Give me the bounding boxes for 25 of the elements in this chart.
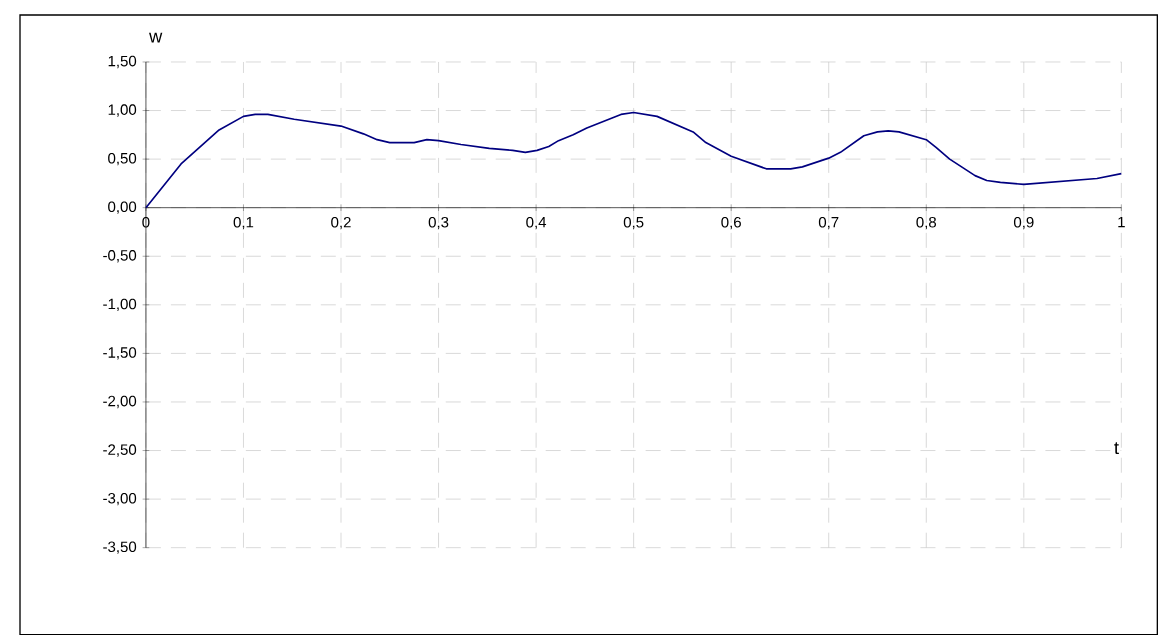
y-tick-label: -2,00 [103,395,137,409]
line-series [145,111,1123,209]
x-tick-label: 1 [1118,216,1125,228]
y-tick-label: -1,00 [103,298,137,311]
x-tick-label: 0,3 [428,216,449,230]
y-tick-label: 1,50 [108,55,137,69]
x-axis-title: t [1114,441,1119,454]
y-tick-label: -3,00 [103,492,137,506]
y-tick-label: -3,50 [103,541,137,554]
y-tick-label: -2,50 [103,444,137,457]
y-tick-label: -0,50 [103,249,137,263]
y-tick-label: -1,50 [103,347,137,360]
x-tick-label: 0,7 [818,216,839,230]
x-tick-label: 0,4 [526,216,547,230]
x-tick-label: 0,1 [233,216,254,230]
y-axis-title: w [149,32,163,43]
x-tick-label: 0,6 [721,216,741,230]
x-tick-label: 0,8 [916,216,937,230]
y-tick-label: 0,50 [108,152,137,166]
x-tick-label: 0,5 [623,216,644,230]
y-tick-label: 0,00 [108,201,137,214]
x-tick-label: 0 [142,216,150,228]
x-tick-label: 0,2 [331,216,351,230]
x-tick-label: 0,9 [1013,216,1034,230]
y-tick-label: 1,00 [108,104,137,117]
